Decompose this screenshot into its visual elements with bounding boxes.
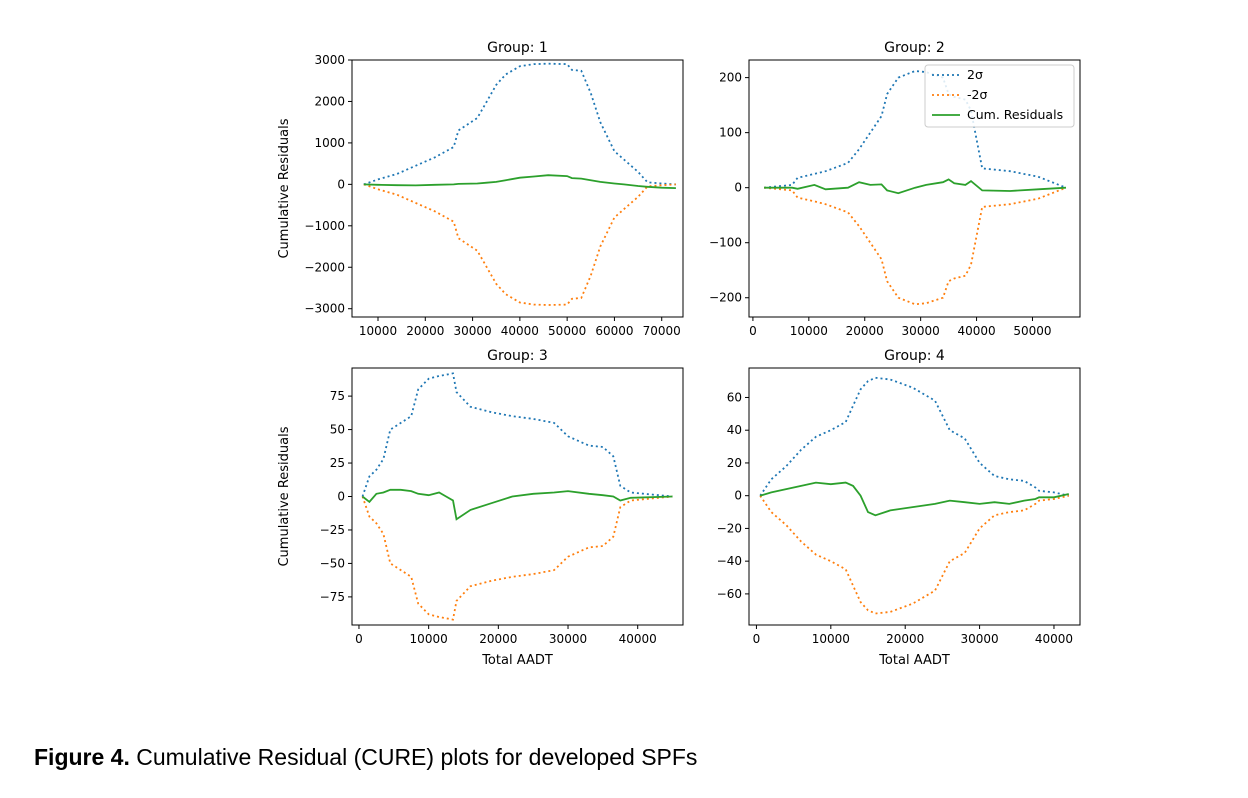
plot-frame (748, 367, 1081, 626)
series-line-cum-residuals (764, 178, 1067, 195)
y-tick-label: −20 (717, 521, 742, 535)
x-tick-label: 0 (355, 632, 363, 646)
y-tick-label: −2000 (304, 260, 345, 274)
series-line-minus-2sigma (361, 495, 673, 621)
y-axis-label: Cumulative Residuals (277, 426, 292, 566)
series-line-plus-2sigma (361, 372, 673, 498)
series-line-plus-2sigma (759, 376, 1069, 497)
y-tick-label: −25 (320, 523, 345, 537)
legend-entry-label: 2σ (967, 67, 983, 82)
x-tick-label: 10000 (359, 324, 397, 338)
y-tick-label: 0 (337, 177, 345, 191)
plot-frame (351, 59, 684, 318)
y-tick-label: 75 (330, 389, 345, 403)
plot-frame (748, 59, 1081, 318)
subplot-4: Group: 4 0 10000 20000 30000 40000 60 40 20 0 −20 −… (717, 348, 1081, 668)
x-tick-label: 30000 (960, 632, 998, 646)
y-axis-label: Cumulative Residuals (277, 118, 292, 258)
y-tick-label: 3000 (314, 53, 345, 67)
figure-caption: Figure 4. Cumulative Residual (CURE) plo… (34, 744, 697, 771)
series-line-cum-residuals (361, 488, 673, 521)
y-tick-label: −50 (320, 556, 345, 570)
x-tick-label: 40000 (501, 324, 539, 338)
plot-title: Group: 4 (884, 348, 945, 364)
legend-box (924, 64, 1075, 128)
series-line-minus-2sigma (759, 494, 1069, 615)
series-line-minus-2sigma (764, 186, 1067, 306)
y-tick-label: −40 (717, 554, 742, 568)
y-tick-label: −75 (320, 590, 345, 604)
x-tick-label: 20000 (846, 324, 884, 338)
x-tick-label: 20000 (406, 324, 444, 338)
x-tick-label: 30000 (549, 632, 587, 646)
legend-entry-label: -2σ (967, 87, 987, 102)
y-tick-label: 1000 (314, 136, 345, 150)
x-tick-label: 30000 (453, 324, 491, 338)
y-tick-label: 200 (719, 71, 742, 85)
subplot-2: Group: 2 0 10000 20000 30000 40000 50000 200 100… (709, 40, 1081, 338)
x-tick-label: 50000 (548, 324, 586, 338)
y-tick-label: 20 (727, 456, 742, 470)
figure-caption-label: Figure 4. (34, 744, 130, 770)
y-tick-label: 100 (719, 126, 742, 140)
y-tick-label: −200 (709, 291, 742, 305)
x-tick-label: 50000 (1013, 324, 1051, 338)
series-line-plus-2sigma (764, 70, 1067, 189)
plot-title: Group: 1 (487, 40, 548, 56)
x-tick-label: 60000 (595, 324, 633, 338)
y-tick-label: 40 (727, 423, 742, 437)
x-tick-label: 0 (749, 324, 757, 338)
series-line-cum-residuals (363, 174, 676, 189)
y-tick-label: 2000 (314, 94, 345, 108)
y-tick-label: 60 (727, 390, 742, 404)
x-tick-label: 20000 (479, 632, 517, 646)
legend: 2σ -2σ Cum. Residuals (924, 64, 1075, 128)
y-tick-label: −60 (717, 587, 742, 601)
y-tick-label: 50 (330, 423, 345, 437)
x-axis-label: Total AADT (481, 653, 553, 668)
x-tick-label: 10000 (790, 324, 828, 338)
y-tick-label: −100 (709, 236, 742, 250)
series-line-minus-2sigma (363, 183, 676, 306)
x-tick-label: 30000 (902, 324, 940, 338)
x-tick-label: 40000 (619, 632, 657, 646)
x-tick-label: 10000 (410, 632, 448, 646)
x-tick-label: 0 (753, 632, 761, 646)
y-tick-label: 0 (734, 181, 742, 195)
plot-title: Group: 2 (884, 40, 945, 56)
y-tick-label: −3000 (304, 302, 345, 316)
series-line-cum-residuals (759, 481, 1069, 517)
plot-title: Group: 3 (487, 348, 548, 364)
x-axis-label: Total AADT (878, 653, 950, 668)
subplot-3: Group: 3 0 10000 20000 30000 40000 75 50 25 0 −25 −… (277, 348, 684, 668)
x-tick-label: 40000 (1035, 632, 1073, 646)
y-tick-label: 25 (330, 456, 345, 470)
x-tick-label: 40000 (957, 324, 995, 338)
x-tick-label: 70000 (643, 324, 681, 338)
x-tick-label: 10000 (812, 632, 850, 646)
legend-entry-label: Cum. Residuals (967, 107, 1063, 122)
figure-caption-text: Cumulative Residual (CURE) plots for dev… (136, 744, 698, 770)
y-tick-label: 0 (337, 490, 345, 504)
x-tick-label: 20000 (886, 632, 924, 646)
y-tick-label: 0 (734, 489, 742, 503)
y-tick-label: −1000 (304, 219, 345, 233)
series-line-plus-2sigma (363, 62, 676, 186)
